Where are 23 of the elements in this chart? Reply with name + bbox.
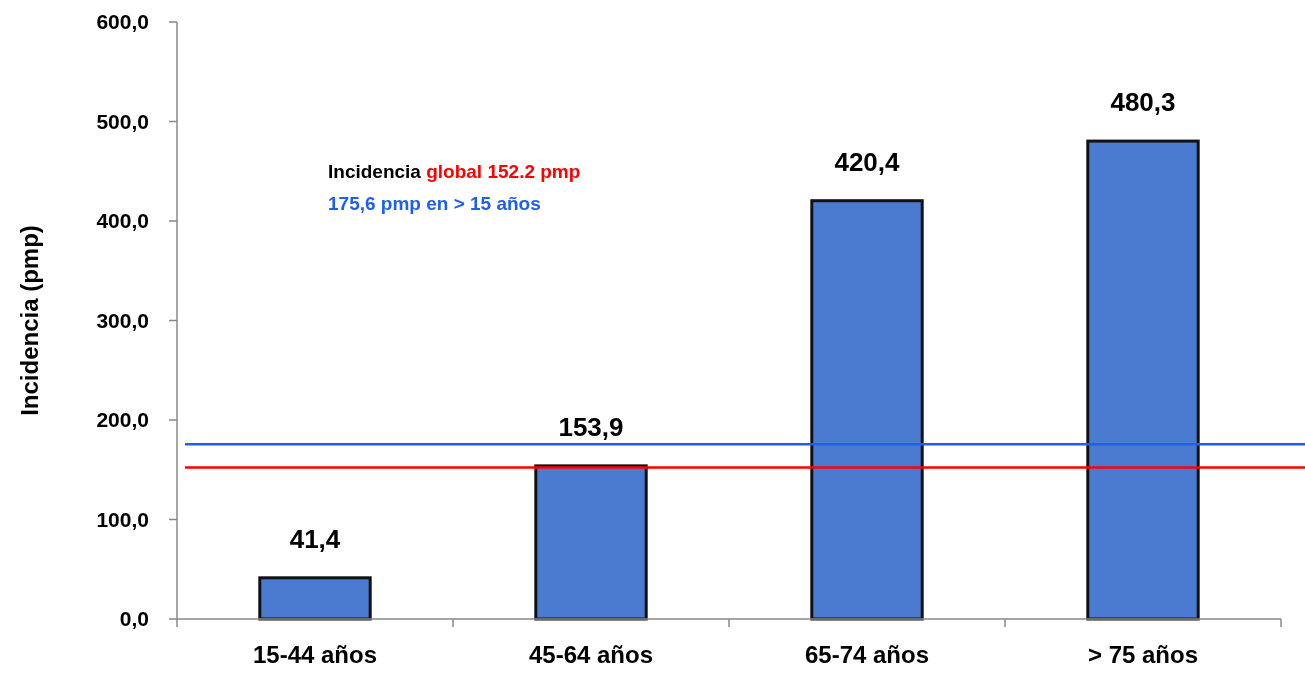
y-tick-label: 300,0 <box>96 308 149 332</box>
ref-line-label: global 152.2 pmp <box>426 161 581 182</box>
bar <box>810 199 924 621</box>
x-tick-label: 65-74 años <box>804 641 930 668</box>
data-label: 480,3 <box>1110 87 1176 118</box>
y-tick-label: 600,0 <box>96 10 149 34</box>
annotation: Incidencia <box>328 161 427 182</box>
bar <box>258 576 372 621</box>
bar <box>1086 139 1200 621</box>
y-axis-title: Incidencia (pmp) <box>16 225 43 416</box>
data-label: 153,9 <box>558 411 624 442</box>
data-label: 41,4 <box>289 523 341 554</box>
x-tick-label: > 75 años <box>1087 641 1199 668</box>
ref-line-label: 175,6 pmp en > 15 años <box>328 193 541 214</box>
x-tick-label: 45-64 años <box>528 641 654 668</box>
data-label: 420,4 <box>834 146 901 177</box>
y-tick-label: 200,0 <box>96 408 149 432</box>
y-tick-label: 500,0 <box>96 109 149 133</box>
y-tick-label: 0,0 <box>119 607 149 631</box>
y-tick-label: 100,0 <box>96 507 149 531</box>
y-tick-label: 400,0 <box>96 209 149 233</box>
bar <box>534 464 648 621</box>
x-tick-label: 15-44 años <box>252 641 378 668</box>
